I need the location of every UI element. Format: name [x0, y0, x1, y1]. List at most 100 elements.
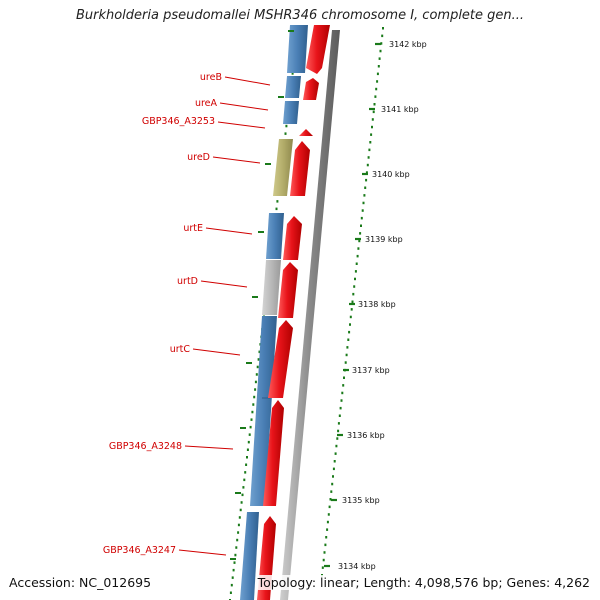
- right-guide-dot: [375, 87, 378, 91]
- right-guide-dot: [352, 292, 355, 296]
- gene-label-GBP346_A3253[interactable]: GBP346_A3253: [142, 116, 215, 127]
- left-guide-dot: [257, 358, 260, 361]
- right-guide-dot: [359, 232, 362, 235]
- gene-label-GBP346_A3247[interactable]: GBP346_A3247: [103, 545, 176, 556]
- right-guide-dot: [334, 452, 337, 455]
- right-guide-dot: [354, 277, 356, 281]
- left-guide-dot: [275, 207, 278, 211]
- scale-label: 3135 kbp: [342, 496, 380, 505]
- right-guide-dot: [337, 422, 340, 425]
- left-guide-dot: [243, 478, 246, 482]
- right-guide-dot: [323, 551, 326, 554]
- right-guide-dot: [376, 72, 379, 76]
- left-guide-dot: [244, 471, 247, 474]
- right-guide-dot: [326, 520, 329, 524]
- gene-label-GBP346_A3248[interactable]: GBP346_A3248: [109, 441, 182, 452]
- gene-label-urtC[interactable]: urtC: [170, 344, 191, 355]
- left-guide-dot: [258, 350, 261, 354]
- left-guide-dot: [247, 440, 250, 444]
- right-guide-dot: [347, 338, 350, 341]
- right-guide-dot: [345, 353, 348, 357]
- right-guide-dot: [354, 270, 357, 273]
- left-guide-dot: [230, 583, 233, 587]
- left-guide-dot: [251, 410, 254, 414]
- right-guide-dot: [366, 163, 369, 167]
- left-guide-dot: [291, 72, 294, 75]
- right-guide-dot: [380, 42, 383, 45]
- right-guide-dot: [344, 361, 347, 364]
- left-guide-dot: [245, 463, 248, 466]
- cds-track: [257, 25, 330, 600]
- right-guide-dot: [339, 406, 342, 410]
- cds-arrow-GBP346_A3248: [263, 400, 284, 506]
- left-guide-dot: [237, 523, 240, 527]
- left-guide-dot: [253, 395, 256, 399]
- left-guide-dot: [229, 591, 232, 594]
- right-guide-dot: [365, 178, 368, 182]
- cds-arrow-urtE: [283, 216, 302, 260]
- left-guide-dot: [249, 425, 252, 429]
- cds-arrow-GBP346_A3253: [299, 129, 313, 136]
- scale-label: 3138 kbp: [358, 300, 396, 309]
- right-guide-dot: [356, 254, 359, 258]
- gene-block-GBP346_A3253: [283, 101, 299, 124]
- left-guide-dot: [250, 418, 253, 421]
- left-guide-dot: [233, 561, 236, 564]
- cds-arrow-ureD: [290, 141, 310, 196]
- right-guide-dot: [330, 490, 333, 493]
- right-guide-dot: [325, 536, 328, 539]
- right-guide-dot: [382, 27, 384, 30]
- scale-label: 3140 kbp: [372, 170, 410, 179]
- gene-label-ureB[interactable]: ureB: [200, 72, 222, 83]
- gene-label-urtD[interactable]: urtD: [177, 276, 198, 287]
- gene-labels: ureB ureA GBP346_A3253 ureD urtE urtD ur…: [103, 72, 222, 556]
- right-guide-dot: [338, 414, 341, 417]
- accession-text: Accession: NC_012695: [9, 575, 152, 590]
- right-guide-dot: [358, 239, 361, 243]
- left-guide-dot: [240, 501, 243, 504]
- gene-label-ureD[interactable]: ureD: [187, 152, 210, 163]
- left-guide-dot: [256, 365, 259, 369]
- right-guide-dot: [372, 110, 375, 114]
- left-guide-dot: [234, 553, 237, 557]
- left-guide-dot: [248, 433, 251, 436]
- cds-arrow-ureB: [306, 25, 330, 74]
- gene-label-urtE[interactable]: urtE: [183, 223, 203, 234]
- right-guide-dot: [321, 566, 324, 569]
- scale-labels: 3142 kbp 3141 kbp 3140 kbp 3139 kbp 3138…: [338, 40, 427, 571]
- right-guide-dot: [381, 34, 384, 38]
- right-guide-dot: [357, 247, 360, 250]
- scale-label: 3139 kbp: [365, 235, 403, 244]
- left-guide-dot: [254, 388, 257, 391]
- cds-arrow-urtD: [278, 262, 298, 318]
- scale-label: 3141 kbp: [381, 105, 419, 114]
- right-guide-dot: [322, 558, 325, 562]
- right-guide-dot: [361, 209, 364, 212]
- right-guide-dot: [346, 346, 349, 349]
- right-guide-dot: [327, 513, 330, 516]
- gene-block-ureD: [273, 139, 293, 196]
- left-tick-marks: [230, 30, 294, 560]
- right-guide-dot: [343, 376, 345, 379]
- left-guide-dot: [231, 576, 234, 579]
- right-guide-dot: [353, 285, 356, 288]
- left-guide-dot: [246, 456, 248, 459]
- right-guide-dot: [349, 315, 352, 319]
- left-guide-dot: [276, 200, 279, 203]
- right-guide-dot: [371, 125, 373, 129]
- sequence-axis: [280, 30, 340, 600]
- right-guide-dot: [369, 141, 372, 144]
- scale-label: 3136 kbp: [347, 431, 385, 440]
- gene-block-urtE: [266, 213, 284, 259]
- gene-label-ureA[interactable]: ureA: [195, 98, 218, 109]
- gene-block-urtD: [262, 260, 281, 315]
- scale-label: 3134 kbp: [338, 562, 376, 571]
- right-guide-dot: [373, 103, 376, 106]
- right-guide-dot: [326, 528, 329, 531]
- left-guide-dot: [254, 380, 257, 384]
- right-guide-dot: [336, 437, 339, 440]
- right-guide-dot: [324, 543, 327, 547]
- right-guide-dot: [379, 49, 382, 53]
- right-guide-dot: [341, 391, 344, 395]
